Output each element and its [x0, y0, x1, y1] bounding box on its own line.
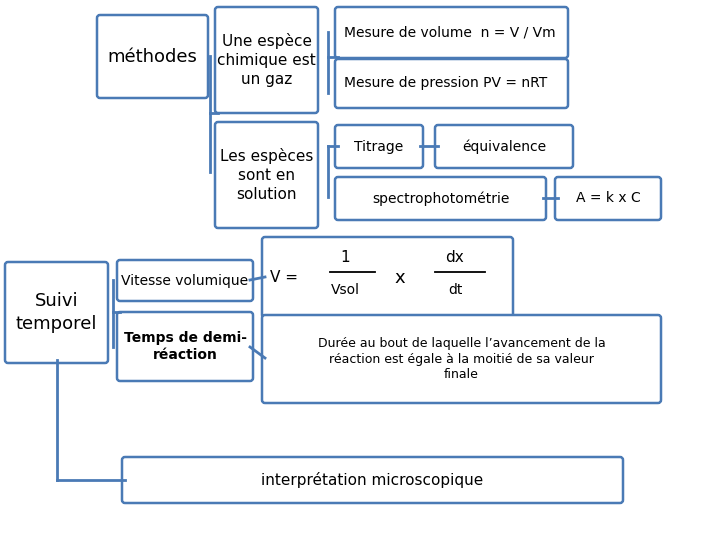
Text: dx: dx — [446, 251, 464, 266]
Text: A = k x C: A = k x C — [575, 192, 640, 206]
FancyBboxPatch shape — [215, 122, 318, 228]
FancyBboxPatch shape — [555, 177, 661, 220]
FancyBboxPatch shape — [335, 177, 546, 220]
Text: Durée au bout de laquelle l’avancement de la
réaction est égale à la moitié de s: Durée au bout de laquelle l’avancement d… — [318, 336, 606, 381]
Text: équivalence: équivalence — [462, 139, 546, 154]
Text: Mesure de pression PV = nRT: Mesure de pression PV = nRT — [344, 77, 547, 91]
Text: interprétation microscopique: interprétation microscopique — [261, 472, 484, 488]
Text: Titrage: Titrage — [354, 139, 404, 153]
FancyBboxPatch shape — [122, 457, 623, 503]
FancyBboxPatch shape — [262, 237, 513, 318]
FancyBboxPatch shape — [117, 312, 253, 381]
Text: méthodes: méthodes — [107, 48, 197, 65]
Text: Temps de demi-
réaction: Temps de demi- réaction — [124, 331, 246, 362]
Text: Suivi
temporel: Suivi temporel — [16, 292, 97, 333]
FancyBboxPatch shape — [215, 7, 318, 113]
Text: Une espèce
chimique est
un gaz: Une espèce chimique est un gaz — [217, 33, 316, 86]
Text: Vitesse volumique: Vitesse volumique — [122, 273, 248, 287]
FancyBboxPatch shape — [335, 59, 568, 108]
Text: x: x — [395, 269, 405, 287]
FancyBboxPatch shape — [335, 7, 568, 58]
FancyBboxPatch shape — [435, 125, 573, 168]
Text: 1: 1 — [340, 251, 350, 266]
FancyBboxPatch shape — [5, 262, 108, 363]
FancyBboxPatch shape — [335, 125, 423, 168]
Text: Mesure de volume  n = V / Vm: Mesure de volume n = V / Vm — [344, 25, 556, 39]
Text: Les espèces
sont en
solution: Les espèces sont en solution — [220, 148, 313, 201]
FancyBboxPatch shape — [262, 315, 661, 403]
Text: Vsol: Vsol — [330, 283, 359, 297]
Text: V =: V = — [270, 271, 298, 286]
Text: dt: dt — [448, 283, 462, 297]
FancyBboxPatch shape — [117, 260, 253, 301]
Text: spectrophotométrie: spectrophotométrie — [372, 191, 509, 206]
FancyBboxPatch shape — [97, 15, 208, 98]
